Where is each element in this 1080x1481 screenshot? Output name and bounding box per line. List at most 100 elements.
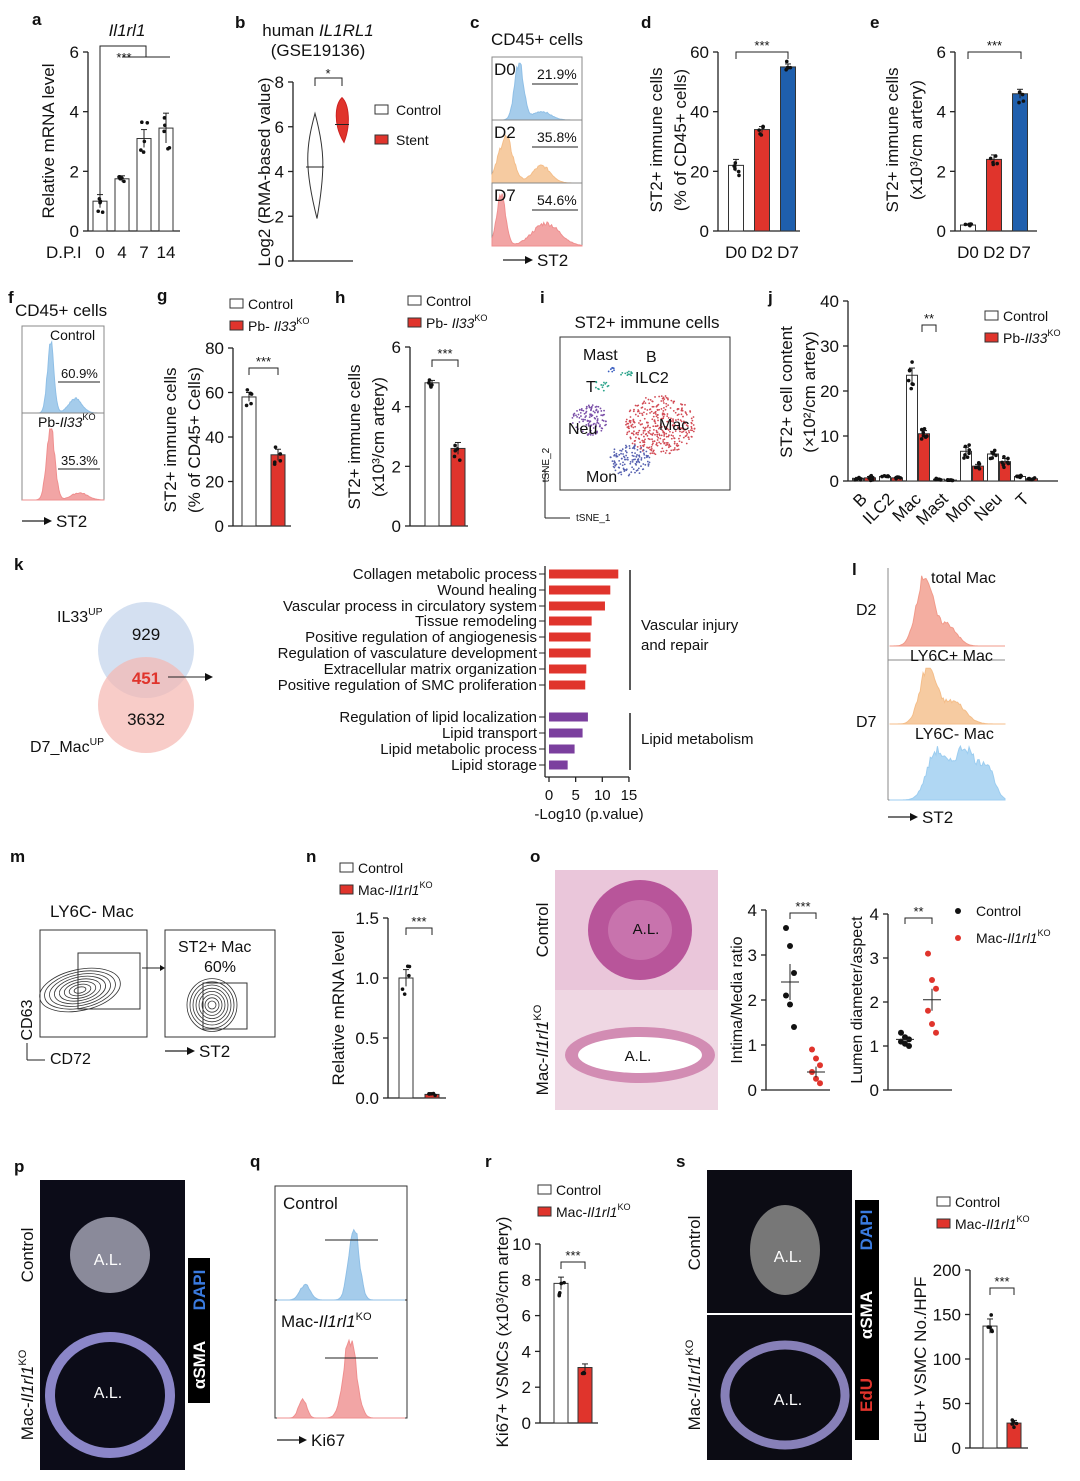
stain-label: DAPI [857,1210,876,1251]
tsne-point [643,441,646,444]
tsne-point [658,433,661,436]
tsne-point [619,449,622,452]
y-axis-label: (×10²/cm artery) [800,331,819,452]
data-point [1019,474,1023,478]
legend-swatch [407,317,422,328]
legend-label: Pb- Il33KO [248,316,309,334]
tsne-point [667,417,670,419]
tsne-point [642,445,645,448]
tsne-point [628,430,631,433]
tsne-point [683,422,686,424]
data-point [427,381,431,385]
tsne-point [676,414,679,417]
tsne-point [647,424,650,427]
panel-letter-h: h [335,288,345,307]
tsne-point [692,430,695,433]
data-point [562,1280,566,1285]
tsne-point [690,427,693,430]
data-point [993,154,998,158]
histogram [889,667,1006,725]
tsne-point [577,428,579,431]
tsne-point [625,423,627,426]
y-tick-label: 80 [205,339,224,358]
tsne-point [631,423,634,426]
term-label: Positive regulation of angiogenesis [305,629,537,646]
data-point [737,173,741,178]
tsne-point [594,431,597,433]
tsne-point [627,373,630,376]
row-label: Mac-Il1rl1KO [532,1004,552,1095]
y-axis-label: (% of CD45+ cells) [671,69,690,211]
tsne-point [613,454,615,457]
tsne-point [678,422,681,425]
tsne-point [621,372,624,374]
tsne-point [642,426,645,429]
tsne-point [593,416,596,419]
tsne-point [647,437,650,440]
tsne-point [653,440,656,443]
tsne-point [619,463,622,465]
tsne-point [664,426,667,428]
data-point [427,378,432,382]
tsne-point [592,410,595,413]
tsne-point [677,418,680,421]
data-point [140,120,144,125]
term-label: Collagen metabolic process [353,566,537,583]
tsne-point [668,443,671,446]
tsne-point [671,431,674,434]
contour-line [58,978,102,1002]
bar [549,664,587,674]
tsne-point [650,445,653,448]
tsne-point [668,452,671,455]
tsne-point [684,403,686,406]
row-label-part: KO [532,1004,544,1020]
tsne-point [643,429,646,432]
tsne-point [599,407,602,410]
tsne-point [579,411,582,414]
tsne-point [575,426,578,429]
tsne-point [625,420,628,423]
tsne-point [646,446,648,449]
tsne-point [662,441,665,443]
term-label: Tissue remodeling [415,613,537,630]
term-label: Positive regulation of SMC proliferation [278,677,537,694]
data-point [559,1281,564,1286]
cluster-label: T [586,379,596,396]
bar [982,1325,998,1449]
x-tick-label: 0 [95,243,104,262]
tsne-point [652,415,655,418]
tsne-point [662,415,665,418]
tsne-point [672,410,675,412]
data-point [557,1292,562,1297]
data-point [162,129,166,134]
tsne-point [639,451,642,453]
tsne-point [596,419,599,422]
tsne-point [663,441,666,444]
y-tick-label: 40 [690,103,709,122]
gate-box [77,952,141,1010]
flow-title: CD45+ cells [491,30,583,49]
histogram [277,1228,405,1301]
population-label: total Mac [931,570,996,587]
data-point [784,67,788,72]
tsne-point [606,385,609,388]
legend-label: Control [556,1182,601,1198]
tsne-point [605,420,607,423]
y-tick-label: 2 [275,207,284,226]
y-tick-label: 6 [70,43,79,62]
tsne-point [595,408,598,411]
tsne-point [667,398,669,401]
tsne-point [599,424,601,426]
y-tick-label: 8 [522,1271,531,1290]
data-point [273,445,278,449]
tsne-point [640,446,643,449]
cluster-label: Neu [568,421,597,438]
tsne-point [659,437,662,440]
tsne-point [644,433,647,436]
y-tick-label: 0 [275,252,284,271]
data-point [967,448,972,452]
data-point [869,473,874,478]
y-tick-label: 20 [820,382,839,401]
tsne-point [670,449,673,452]
x-tick-label: T [1012,489,1033,510]
